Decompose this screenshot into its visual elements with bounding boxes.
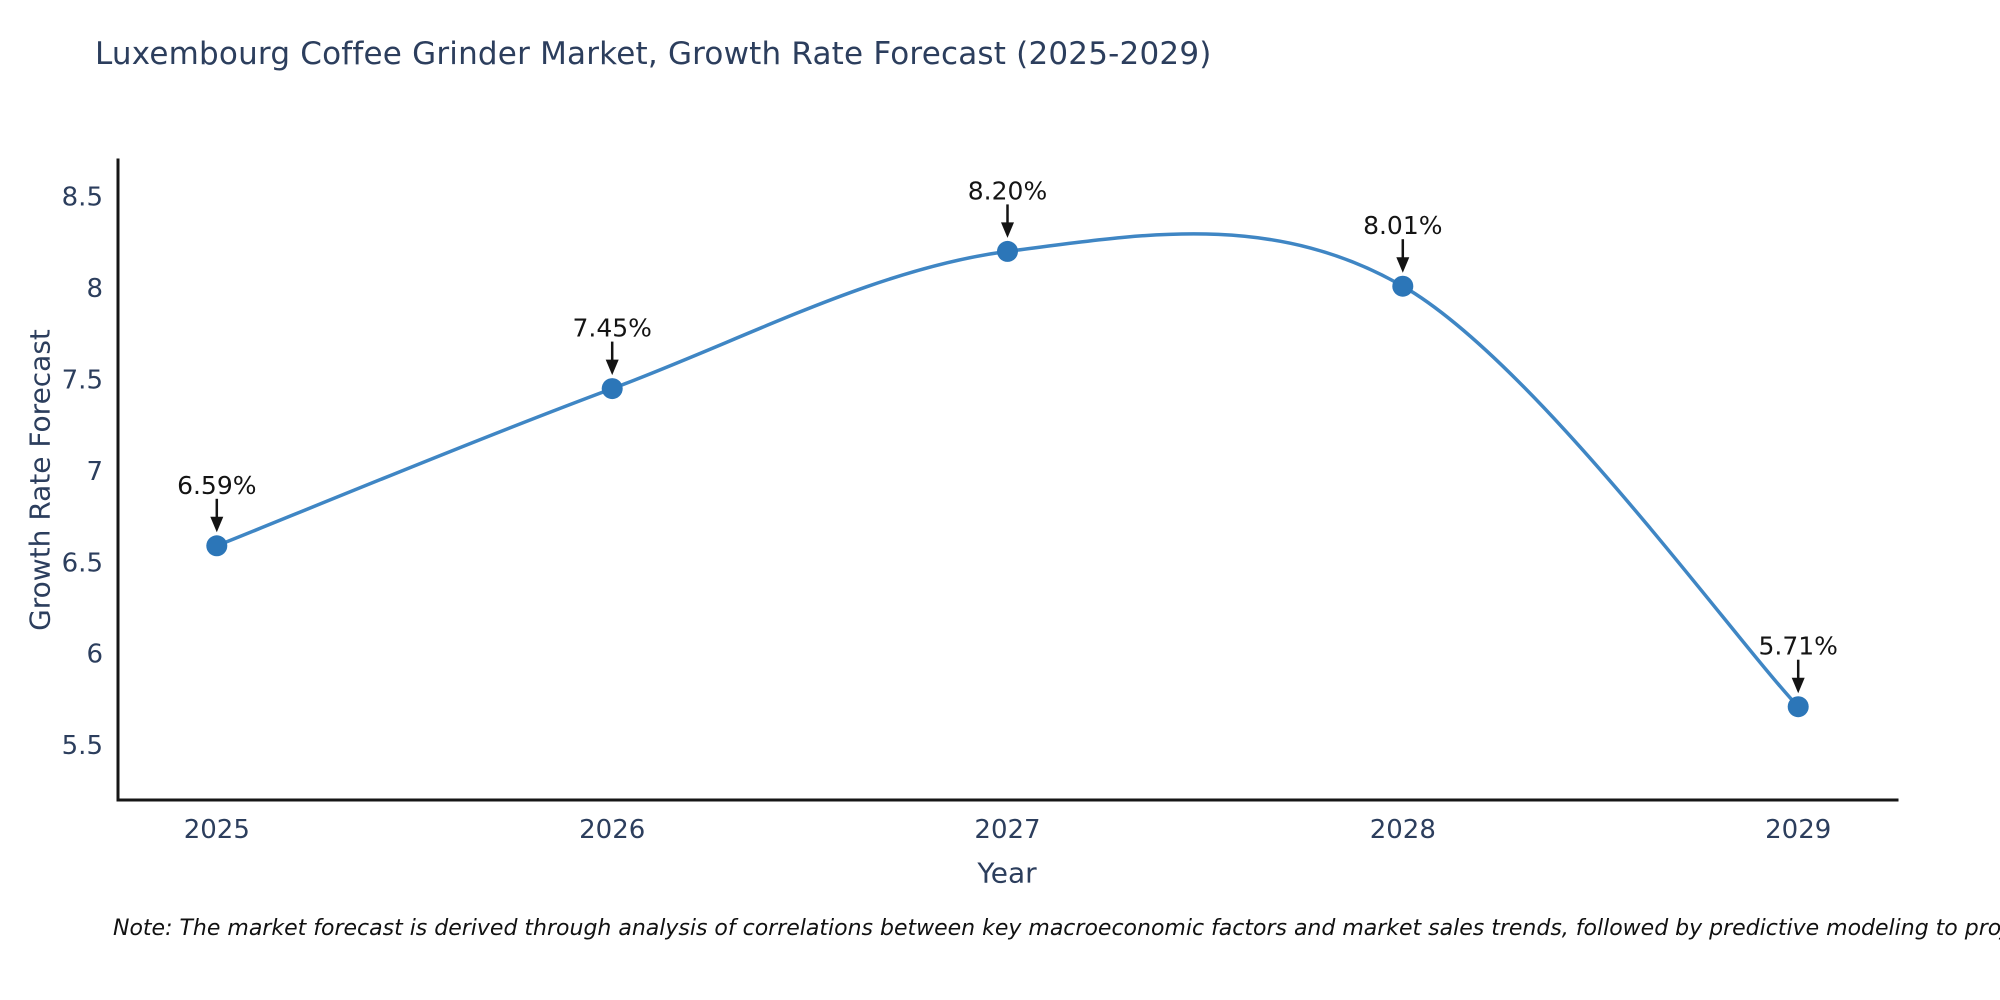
x-tick-label: 2025 bbox=[184, 815, 250, 845]
y-tick-label: 7 bbox=[86, 457, 103, 487]
point-annotation-label: 5.71% bbox=[1758, 632, 1837, 661]
y-tick-label: 8 bbox=[86, 274, 103, 304]
y-tick-label: 6 bbox=[86, 640, 103, 670]
x-tick-label: 2028 bbox=[1370, 815, 1436, 845]
annotation-arrow-head-icon bbox=[1396, 257, 1410, 273]
series-line bbox=[215, 232, 1800, 709]
x-tick-label: 2026 bbox=[579, 815, 645, 845]
annotation-arrow-head-icon bbox=[210, 516, 224, 533]
annotation-arrow-head-icon bbox=[1791, 677, 1805, 694]
data-point-2027[interactable] bbox=[997, 240, 1018, 262]
point-annotation-label: 8.01% bbox=[1363, 211, 1442, 240]
y-tick-label: 6.5 bbox=[62, 548, 103, 578]
chart-title: Luxembourg Coffee Grinder Market, Growth… bbox=[95, 36, 1212, 72]
y-tick-label: 7.5 bbox=[62, 365, 103, 395]
y-tick-label: 8.5 bbox=[62, 183, 103, 213]
x-axis-title: Year bbox=[977, 856, 1037, 890]
data-point-2025[interactable] bbox=[206, 535, 228, 557]
footnote-text: Note: The market forecast is derived thr… bbox=[113, 916, 2000, 941]
y-tick-label: 5.5 bbox=[62, 731, 103, 761]
x-tick-label: 2029 bbox=[1765, 815, 1831, 845]
point-annotation-label: 6.59% bbox=[177, 471, 256, 500]
x-tick-label: 2027 bbox=[974, 815, 1040, 845]
annotation-arrow-head-icon bbox=[605, 359, 619, 376]
point-annotation-label: 7.45% bbox=[572, 314, 651, 343]
data-point-2029[interactable] bbox=[1787, 696, 1809, 718]
axis-lines bbox=[116, 158, 1899, 802]
data-point-2026[interactable] bbox=[601, 378, 623, 400]
data-point-2028[interactable] bbox=[1392, 275, 1414, 297]
y-axis-title: Growth Rate Forecast bbox=[23, 329, 57, 631]
point-annotation-label: 8.20% bbox=[968, 176, 1047, 205]
annotation-arrow-head-icon bbox=[1001, 222, 1014, 238]
